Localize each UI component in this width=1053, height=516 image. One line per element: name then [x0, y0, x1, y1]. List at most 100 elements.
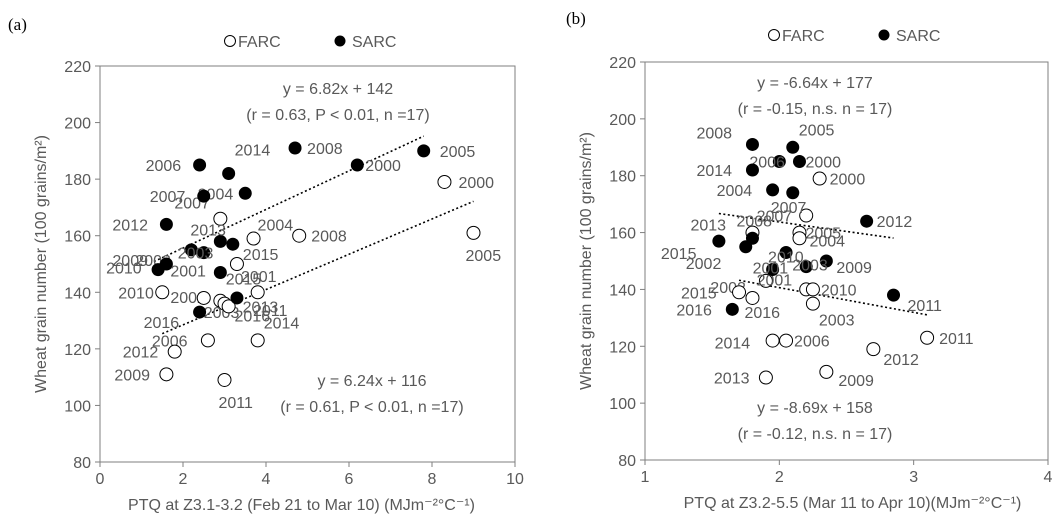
data-point-sarc [745, 163, 759, 177]
x-tick-label: 4 [262, 471, 271, 488]
point-label: 2007 [757, 209, 793, 226]
point-label: 2000 [458, 175, 494, 192]
data-point-farc [765, 333, 780, 348]
data-point-sarc [193, 158, 207, 172]
data-point-farc [779, 333, 794, 348]
data-point-farc [221, 299, 236, 314]
point-label: 2010 [821, 282, 857, 299]
legend-marker-sarc [878, 29, 890, 41]
point-label: 2011 [253, 303, 288, 320]
data-point-farc [805, 282, 820, 297]
data-point-farc [246, 231, 261, 246]
data-point-sarc [725, 302, 739, 316]
data-point-farc [229, 257, 244, 271]
data-point-farc [167, 344, 182, 359]
data-point-sarc [786, 186, 800, 200]
data-point-farc [732, 285, 747, 300]
point-label: 2007 [150, 189, 186, 206]
plot-frame [99, 65, 516, 463]
point-label: 2011 [219, 395, 254, 412]
legend-label-farc: FARC [782, 28, 825, 45]
point-label: 2009 [112, 253, 148, 270]
data-point-sarc [712, 234, 726, 248]
panel-label: (a) [8, 15, 27, 34]
x-tick-label: 1 [641, 469, 650, 486]
x-tick-label: 8 [428, 471, 437, 488]
legend-label-farc: FARC [238, 34, 281, 51]
point-label: 2008 [696, 125, 732, 142]
data-point-farc [159, 367, 174, 382]
legend-marker-sarc [334, 35, 346, 47]
point-label: 2015 [661, 246, 697, 263]
x-axis-label: PTQ at Z3.1-3.2 (Feb 21 to Mar 10) (MJm⁻… [128, 497, 475, 514]
y-tick-label: 100 [609, 396, 636, 413]
panel-label: (b) [566, 9, 586, 28]
data-point-sarc [222, 166, 236, 180]
point-label: 2005 [440, 144, 476, 161]
data-point-sarc [766, 263, 780, 277]
x-tick-label: 6 [345, 471, 354, 488]
point-label: 2015 [226, 271, 262, 288]
y-tick-label: 100 [64, 398, 91, 415]
data-point-sarc [786, 140, 800, 154]
data-point-farc [799, 208, 814, 223]
legend: FARC SARC [768, 28, 940, 45]
data-point-farc [758, 273, 773, 288]
data-point-sarc [799, 260, 813, 274]
y-tick-label: 120 [609, 339, 636, 356]
data-point-sarc [197, 246, 211, 260]
point-label: 2015 [681, 285, 717, 302]
point-label: 2004 [717, 183, 753, 200]
data-point-sarc [151, 263, 165, 277]
point-label: 2005 [466, 248, 502, 265]
y-tick-label: 140 [64, 285, 91, 302]
point-label: 2011 [939, 331, 974, 348]
point-label: 2006 [794, 334, 830, 351]
point-label: 2013 [243, 299, 279, 316]
data-point-sarc [226, 237, 240, 251]
point-label: 2012 [112, 217, 148, 234]
point-label: 2007 [771, 200, 807, 217]
point-label: 2011 [908, 298, 943, 315]
point-label: 2003 [792, 258, 828, 275]
data-point-farc [819, 364, 834, 379]
x-tick-label: 4 [1044, 469, 1053, 486]
trend-stats-farc: (r = -0.12, n.s. n = 17) [738, 426, 893, 443]
data-point-farc [250, 285, 265, 300]
trend-equation-sarc: y = -6.64x + 177 [757, 75, 873, 92]
x-tick-label: 0 [96, 471, 105, 488]
x-tick-label: 2 [775, 469, 784, 486]
trend-equation-sarc: y = 6.82x + 142 [283, 81, 393, 98]
point-label: 2012 [123, 345, 159, 362]
y-tick-label: 220 [609, 55, 636, 72]
point-label: 2005 [805, 226, 841, 243]
x-axis-label: PTQ at Z3.2-5.5 (Mar 11 to Apr 10)(MJm⁻²… [684, 495, 1022, 512]
point-label: 2004 [258, 218, 294, 235]
point-label: 2014 [264, 315, 300, 332]
data-point-sarc [350, 158, 364, 172]
data-point-sarc [193, 305, 207, 319]
series-farc: 2000 2005 2008 2004 2007 2001 2002 2015 2010 2016… [114, 174, 502, 412]
data-point-farc [217, 372, 232, 387]
trend-stats-sarc: (r = -0.15, n.s. n = 17) [738, 101, 893, 118]
data-point-sarc [238, 186, 252, 200]
trend-stats-sarc: (r = 0.63, P < 0.01, n =17) [246, 107, 429, 124]
data-point-sarc [745, 137, 759, 151]
point-label: 2008 [736, 214, 772, 231]
point-label: 2003 [819, 313, 855, 330]
data-point-sarc [739, 240, 753, 254]
data-point-sarc [213, 234, 227, 248]
x-tick-label: 3 [909, 469, 918, 486]
data-point-farc [200, 333, 215, 348]
data-point-farc [196, 290, 211, 305]
data-point-farc [920, 330, 935, 345]
y-tick-label: 180 [609, 169, 636, 186]
y-tick-label: 200 [64, 116, 91, 133]
point-label: 2013 [714, 371, 750, 388]
point-label: 2001 [753, 261, 789, 278]
data-point-sarc [792, 155, 806, 168]
point-label: 2014 [696, 163, 732, 180]
